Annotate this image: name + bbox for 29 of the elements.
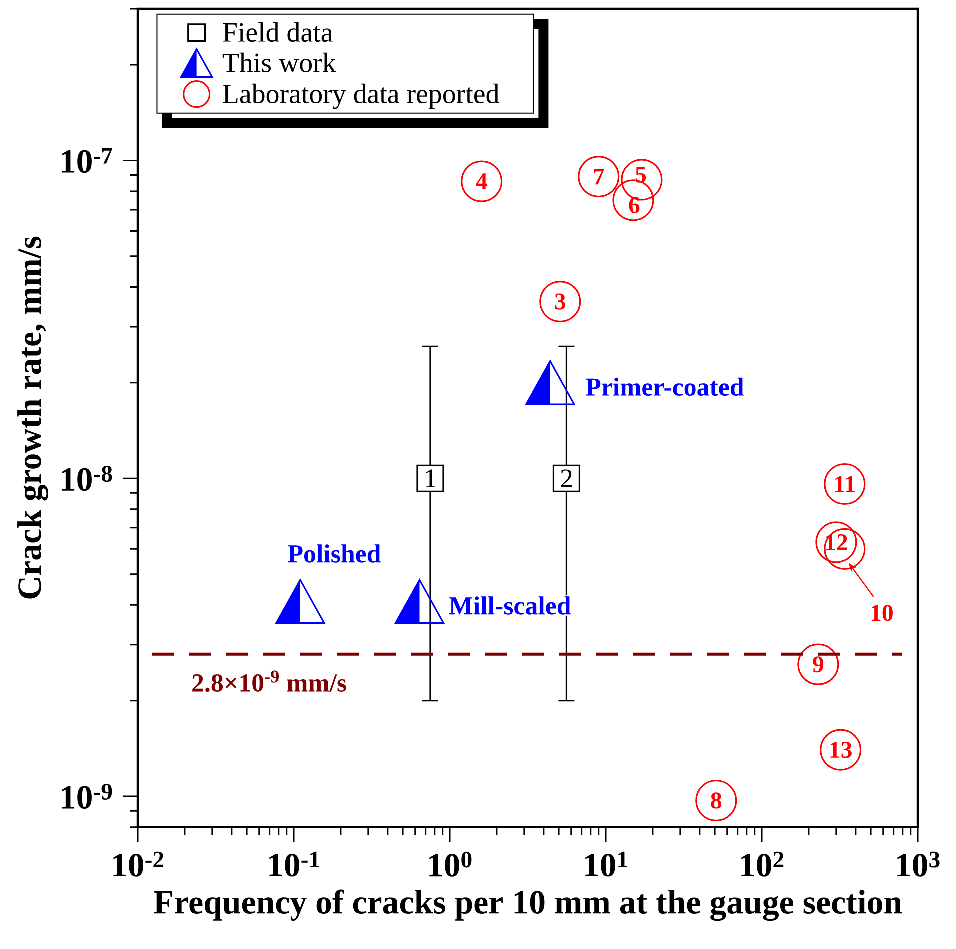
annotation: Polished — [288, 544, 381, 563]
y-tick-label: 10$^{-8}$ — [62, 466, 112, 492]
y-tick-label: 10$^{-9}$ — [62, 784, 112, 810]
x-tick-label: 10$^{3}$ — [898, 852, 940, 877]
x-tick-label: 10$^{1}$ — [586, 852, 628, 877]
annotation: 4 — [476, 174, 488, 190]
y-axis-title: Crack growth rate, mm/s — [18, 236, 49, 599]
annotation: Primer-coated — [586, 378, 744, 396]
x-tick-label: 10$^{-2}$ — [114, 852, 164, 877]
ref-line-label: 2.8×10$^{-9}$ mm/s — [192, 670, 346, 692]
x-axis-title: Frequency of cracks per 10 mm at the gauge section — [154, 890, 902, 922]
legend-label: Field data — [223, 22, 333, 42]
legend-label: This work — [222, 52, 336, 73]
annotation: 7 — [594, 168, 604, 185]
annotation: 12 — [826, 534, 848, 550]
annotation: 1 — [426, 470, 436, 488]
annotation: Mill-scaled — [449, 596, 571, 615]
x-tick-label: 10$^{0}$ — [430, 852, 472, 877]
y-tick-label: 10$^{-7}$ — [62, 148, 112, 174]
annotation: 11 — [836, 476, 855, 492]
x-tick-label: 10$^{2}$ — [742, 852, 784, 877]
annotation: 8 — [711, 792, 722, 809]
x-tick-label: 10$^{-1}$ — [270, 852, 320, 877]
legend-label: Laboratory data reported — [223, 84, 500, 110]
annotation: 10 — [872, 605, 893, 622]
annotation: 3 — [555, 294, 566, 310]
annotation: 9 — [813, 656, 824, 673]
annotation: 13 — [830, 742, 852, 758]
annotation: 2 — [561, 470, 572, 488]
